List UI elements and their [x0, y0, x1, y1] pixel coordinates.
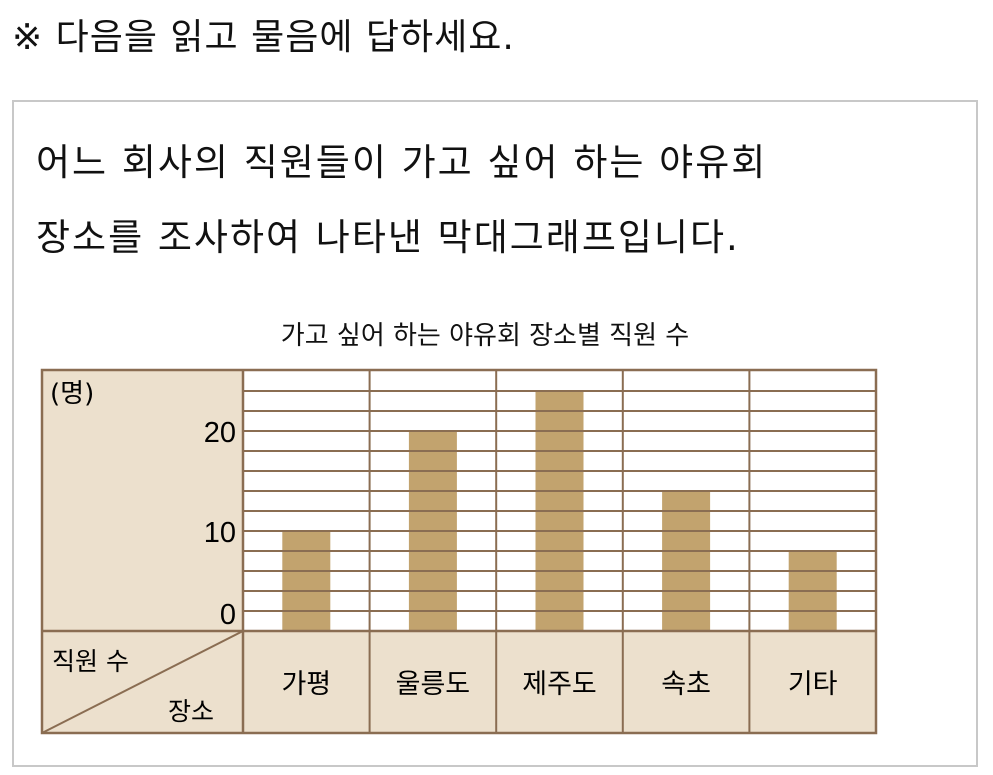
y-tick-label: 10	[204, 517, 236, 549]
chart-title: 가고 싶어 하는 야유회 장소별 직원 수	[280, 321, 690, 351]
table-border	[40, 368, 878, 735]
bar-속초	[662, 491, 711, 631]
row-header-value: 직원 수	[52, 647, 129, 676]
header-diagonal	[41, 630, 244, 734]
unit-label: (명)	[50, 379, 94, 409]
category-label: 제주도	[522, 669, 597, 700]
bar-가평	[282, 531, 331, 631]
y-axis-panel	[42, 370, 243, 733]
category-label: 울릉도	[396, 669, 471, 700]
instruction: ※ 다음을 읽고 물음에 답하세요.	[12, 17, 515, 58]
category-label: 가평	[281, 669, 331, 700]
passage-line-1: 어느 회사의 직원들이 가고 싶어 하는 야유회	[36, 141, 768, 184]
y-tick-label: 20	[204, 417, 236, 449]
category-row	[243, 631, 876, 733]
y-tick-label: 0	[220, 599, 236, 631]
question-box	[12, 100, 978, 767]
category-label: 속초	[661, 669, 711, 700]
row-header-category: 장소	[168, 697, 214, 726]
category-label: 기타	[788, 669, 838, 700]
passage-line-2: 장소를 조사하여 나타낸 막대그래프입니다.	[36, 216, 740, 259]
